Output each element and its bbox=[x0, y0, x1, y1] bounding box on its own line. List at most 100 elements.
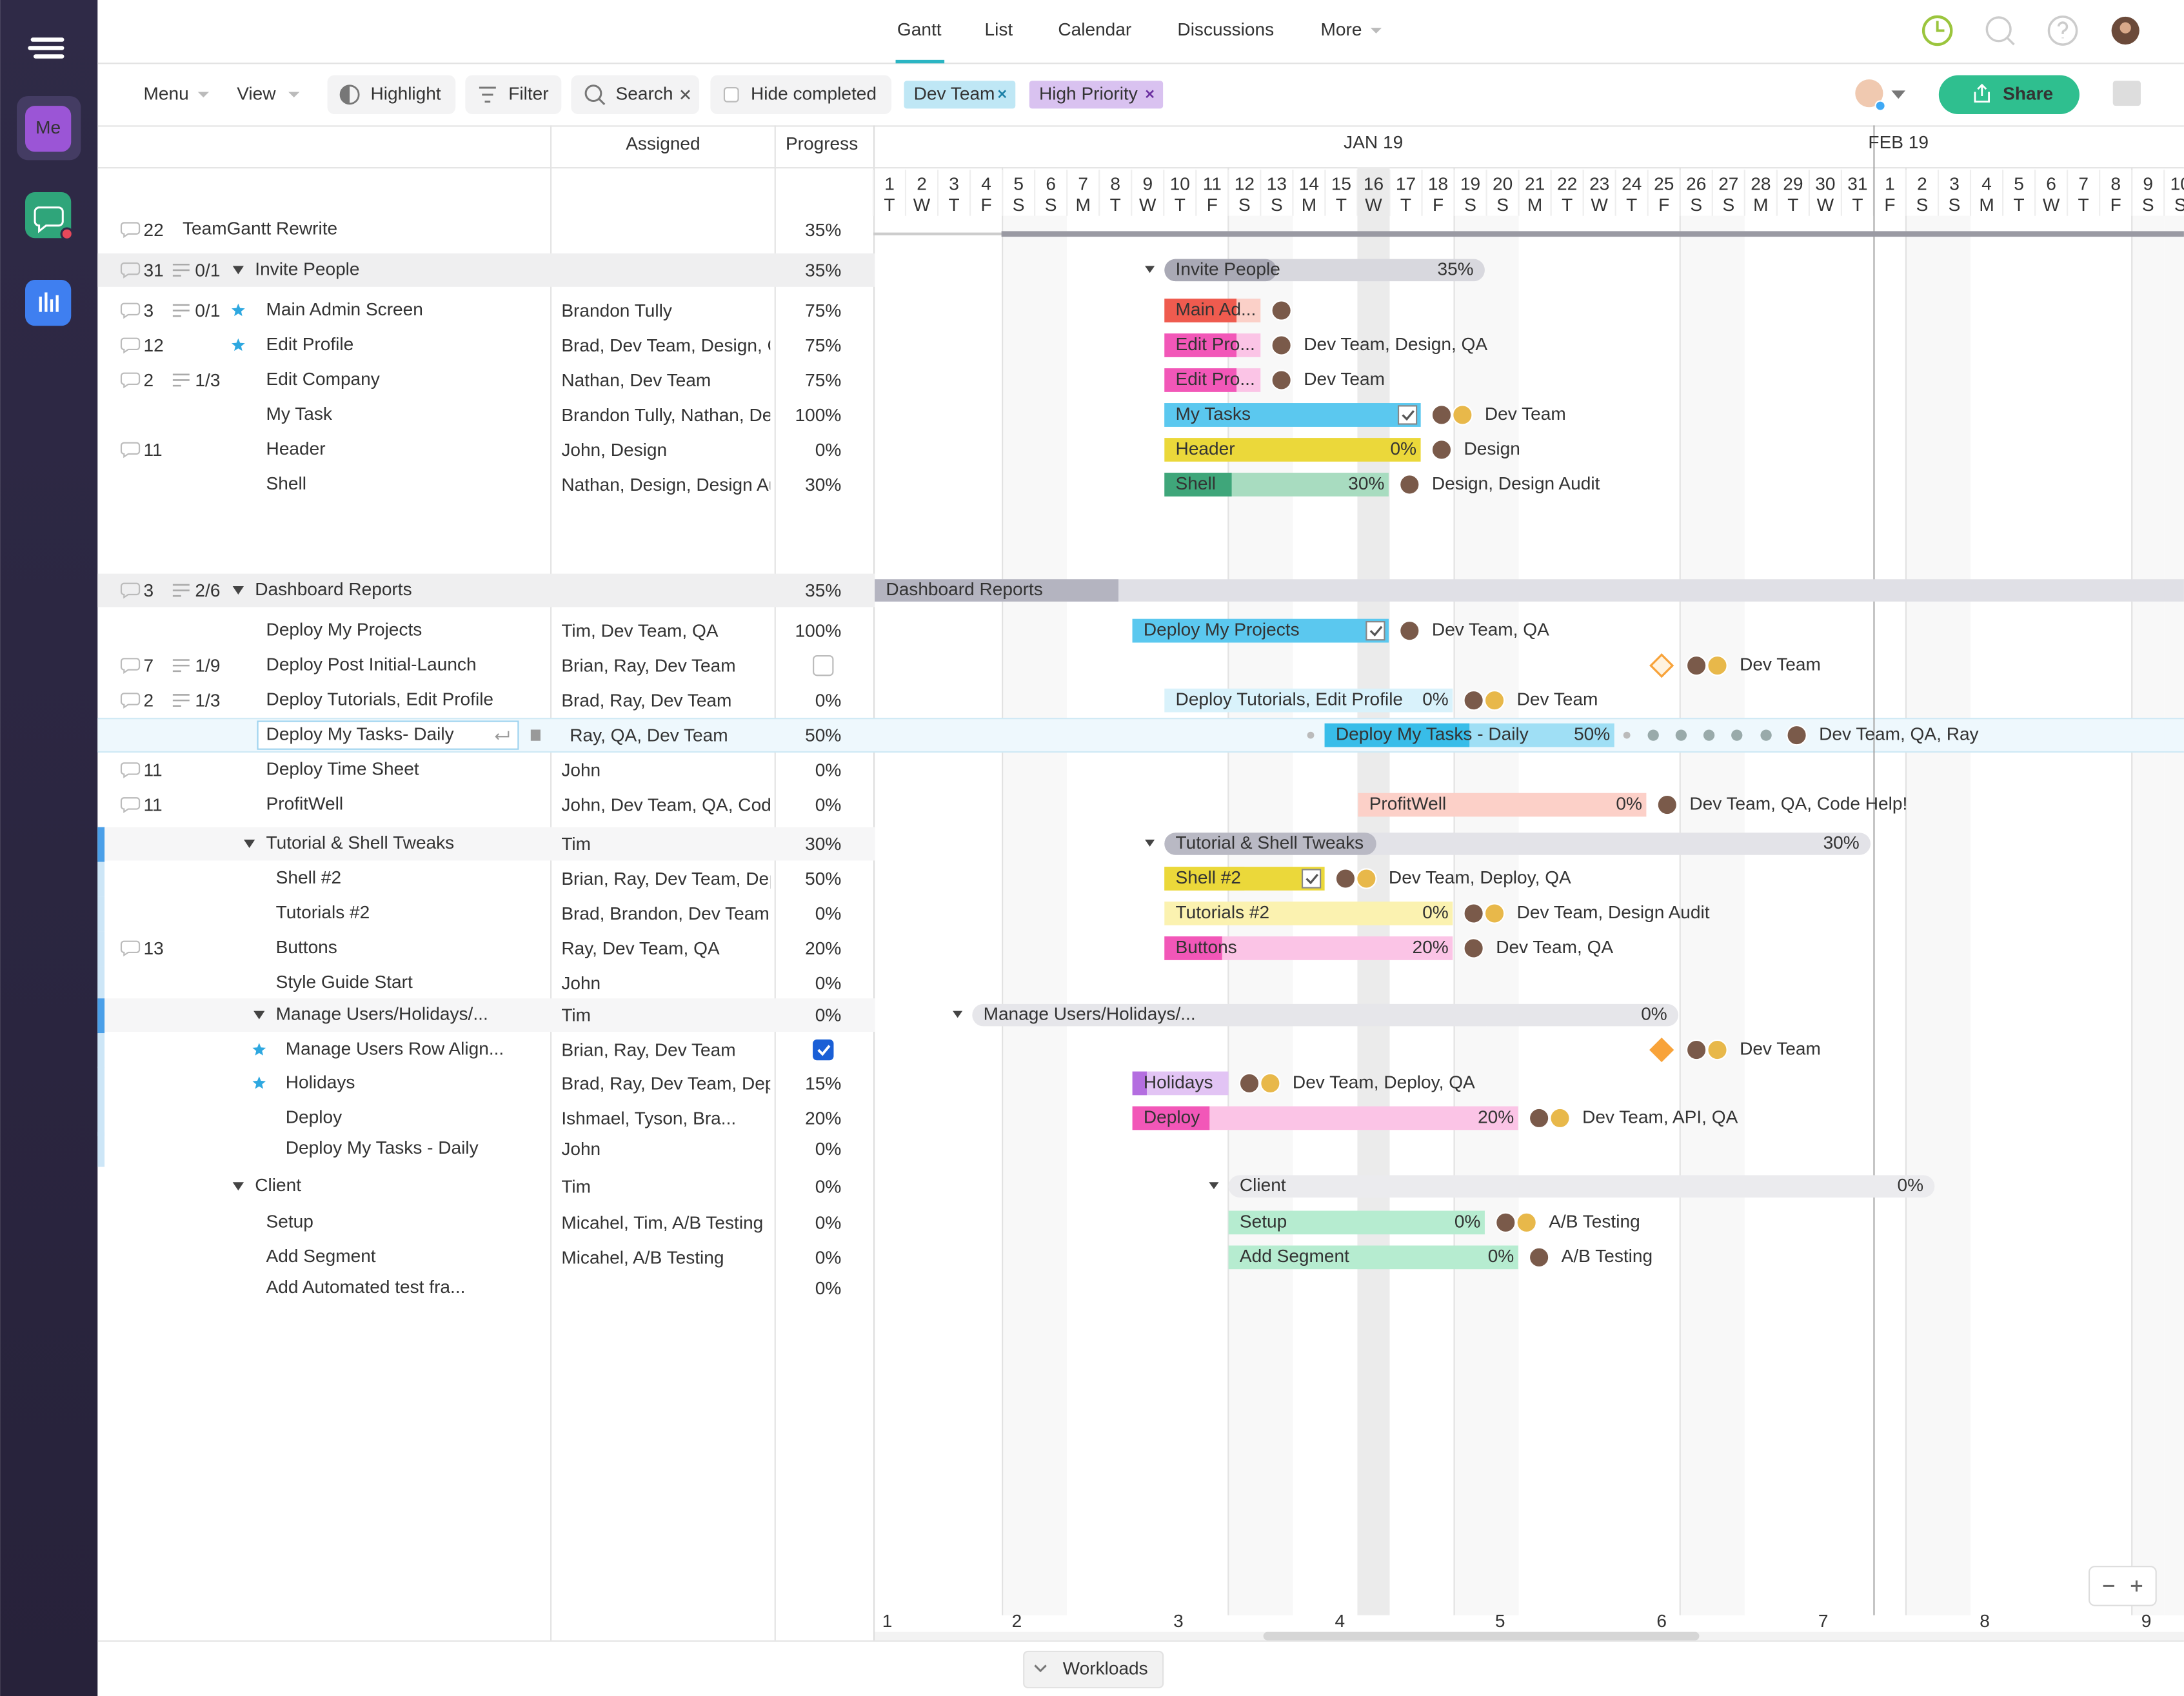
task-bar[interactable] bbox=[1164, 438, 1421, 462]
group-toggle[interactable] bbox=[1145, 840, 1155, 847]
task-name[interactable]: Holidays bbox=[286, 1072, 355, 1092]
filter-button[interactable] bbox=[465, 75, 562, 115]
comment-icon[interactable] bbox=[120, 762, 141, 778]
task-name[interactable]: Main Admin Screen bbox=[266, 299, 423, 319]
task-name[interactable]: Deploy bbox=[286, 1107, 342, 1127]
group-toggle[interactable] bbox=[1145, 266, 1155, 273]
task-bar[interactable] bbox=[1358, 793, 1647, 817]
task-name[interactable]: Shell bbox=[266, 473, 306, 493]
task-name[interactable]: Shell #2 bbox=[276, 867, 341, 887]
clear-search[interactable] bbox=[680, 90, 690, 100]
comment-icon[interactable] bbox=[120, 797, 141, 813]
comment-icon[interactable] bbox=[120, 372, 141, 389]
workloads-label[interactable]: Workloads bbox=[1063, 1658, 1148, 1678]
collaborator-avatar[interactable] bbox=[1855, 79, 1883, 108]
view-button[interactable]: View bbox=[237, 83, 276, 103]
workloads-tab[interactable] bbox=[1023, 1650, 1164, 1689]
highlight-button[interactable] bbox=[327, 75, 456, 115]
task-name[interactable]: Header bbox=[266, 439, 326, 459]
task-name[interactable]: Setup bbox=[266, 1211, 313, 1231]
nav-tab[interactable]: Calendar bbox=[1058, 19, 1131, 39]
bar-action[interactable] bbox=[1703, 729, 1715, 741]
me-button[interactable] bbox=[25, 106, 72, 152]
progress-checkbox[interactable] bbox=[813, 655, 834, 676]
menu-button[interactable]: Menu bbox=[144, 83, 189, 103]
collapse-toggle[interactable] bbox=[253, 1011, 265, 1020]
chip-remove[interactable] bbox=[1146, 90, 1154, 99]
nav-tab[interactable]: Gantt bbox=[897, 19, 942, 39]
drag-handle[interactable] bbox=[1623, 731, 1631, 739]
task-name[interactable]: ProfitWell bbox=[266, 793, 344, 813]
task-bar[interactable] bbox=[1132, 1071, 1229, 1096]
task-bar[interactable] bbox=[1164, 688, 1453, 713]
checklist-icon[interactable] bbox=[172, 659, 190, 673]
share-button[interactable] bbox=[1938, 75, 2080, 115]
delete-icon[interactable] bbox=[530, 729, 541, 741]
h-scroll-thumb[interactable] bbox=[1263, 1632, 1700, 1641]
task-name[interactable]: Edit Company bbox=[266, 369, 380, 389]
present-icon[interactable] bbox=[2112, 81, 2141, 106]
comment-icon[interactable] bbox=[120, 658, 141, 674]
comment-icon[interactable] bbox=[120, 337, 141, 354]
task-bar[interactable] bbox=[1228, 1210, 1485, 1235]
progress-checkbox[interactable] bbox=[813, 1039, 834, 1061]
collapse-toggle[interactable] bbox=[232, 1182, 244, 1191]
collapse-toggle[interactable] bbox=[232, 266, 244, 275]
collapse-toggle[interactable] bbox=[244, 840, 255, 848]
checkbox[interactable] bbox=[723, 86, 739, 103]
task-name[interactable]: Client bbox=[255, 1175, 301, 1195]
comment-icon[interactable] bbox=[120, 262, 141, 279]
comment-icon[interactable] bbox=[120, 582, 141, 599]
task-name[interactable]: Style Guide Start bbox=[276, 972, 413, 992]
milestone[interactable] bbox=[1649, 653, 1674, 678]
group-toggle[interactable] bbox=[1209, 1182, 1219, 1190]
time-icon[interactable] bbox=[1921, 15, 1953, 46]
checklist-icon[interactable] bbox=[172, 263, 190, 277]
group-bar[interactable] bbox=[1228, 1175, 1935, 1198]
task-name[interactable]: Manage Users/Holidays/... bbox=[276, 1004, 488, 1024]
task-name[interactable]: Add Automated test fra... bbox=[266, 1277, 466, 1297]
hide-completed[interactable] bbox=[710, 75, 892, 115]
filter-chip[interactable] bbox=[1029, 81, 1164, 109]
task-name[interactable]: Deploy My Tasks - Daily bbox=[286, 1138, 479, 1158]
nav-tab[interactable]: More bbox=[1321, 19, 1362, 39]
task-bar[interactable] bbox=[1164, 902, 1453, 925]
checklist-icon[interactable] bbox=[172, 304, 190, 317]
reports-button[interactable] bbox=[25, 280, 72, 326]
comment-icon[interactable] bbox=[120, 302, 141, 319]
comment-icon[interactable] bbox=[120, 693, 141, 709]
milestone[interactable] bbox=[1649, 1038, 1674, 1063]
task-name[interactable]: Deploy My Tasks- Daily bbox=[266, 724, 454, 744]
comment-icon[interactable] bbox=[120, 222, 141, 239]
task-name[interactable]: TeamGantt Rewrite bbox=[183, 219, 337, 239]
task-bar[interactable] bbox=[1228, 1245, 1518, 1270]
task-name[interactable]: My Task bbox=[266, 404, 333, 424]
filter-chip[interactable] bbox=[904, 81, 1016, 109]
help-icon[interactable] bbox=[2047, 15, 2078, 46]
task-name[interactable]: Manage Users Row Align... bbox=[286, 1039, 504, 1059]
group-toggle[interactable] bbox=[953, 1011, 963, 1018]
search-icon[interactable] bbox=[1985, 16, 2012, 43]
comment-icon[interactable] bbox=[120, 442, 141, 459]
task-name[interactable]: Tutorials #2 bbox=[276, 902, 370, 922]
task-name[interactable]: Invite People bbox=[255, 259, 359, 279]
nav-tab[interactable]: Discussions bbox=[1177, 19, 1274, 39]
task-name[interactable]: Add Segment bbox=[266, 1246, 376, 1266]
bar-action[interactable] bbox=[1731, 729, 1743, 741]
task-name[interactable]: Deploy Tutorials, Edit Profile bbox=[266, 689, 494, 709]
name-input[interactable] bbox=[257, 720, 519, 750]
bar-action[interactable] bbox=[1675, 729, 1687, 741]
me-label[interactable]: Me bbox=[35, 117, 61, 137]
comment-icon[interactable] bbox=[120, 940, 141, 957]
task-name[interactable]: Buttons bbox=[276, 937, 337, 957]
task-name[interactable]: Dashboard Reports bbox=[255, 579, 412, 599]
checklist-icon[interactable] bbox=[172, 694, 190, 707]
search-box[interactable] bbox=[571, 75, 700, 115]
task-name[interactable]: Deploy My Projects bbox=[266, 620, 422, 640]
checklist-icon[interactable] bbox=[172, 584, 190, 597]
drag-handle[interactable] bbox=[1307, 731, 1315, 739]
task-name[interactable]: Deploy Time Sheet bbox=[266, 759, 419, 779]
checklist-icon[interactable] bbox=[172, 373, 190, 387]
bar-action[interactable] bbox=[1760, 729, 1772, 741]
chat-button[interactable] bbox=[25, 192, 72, 239]
